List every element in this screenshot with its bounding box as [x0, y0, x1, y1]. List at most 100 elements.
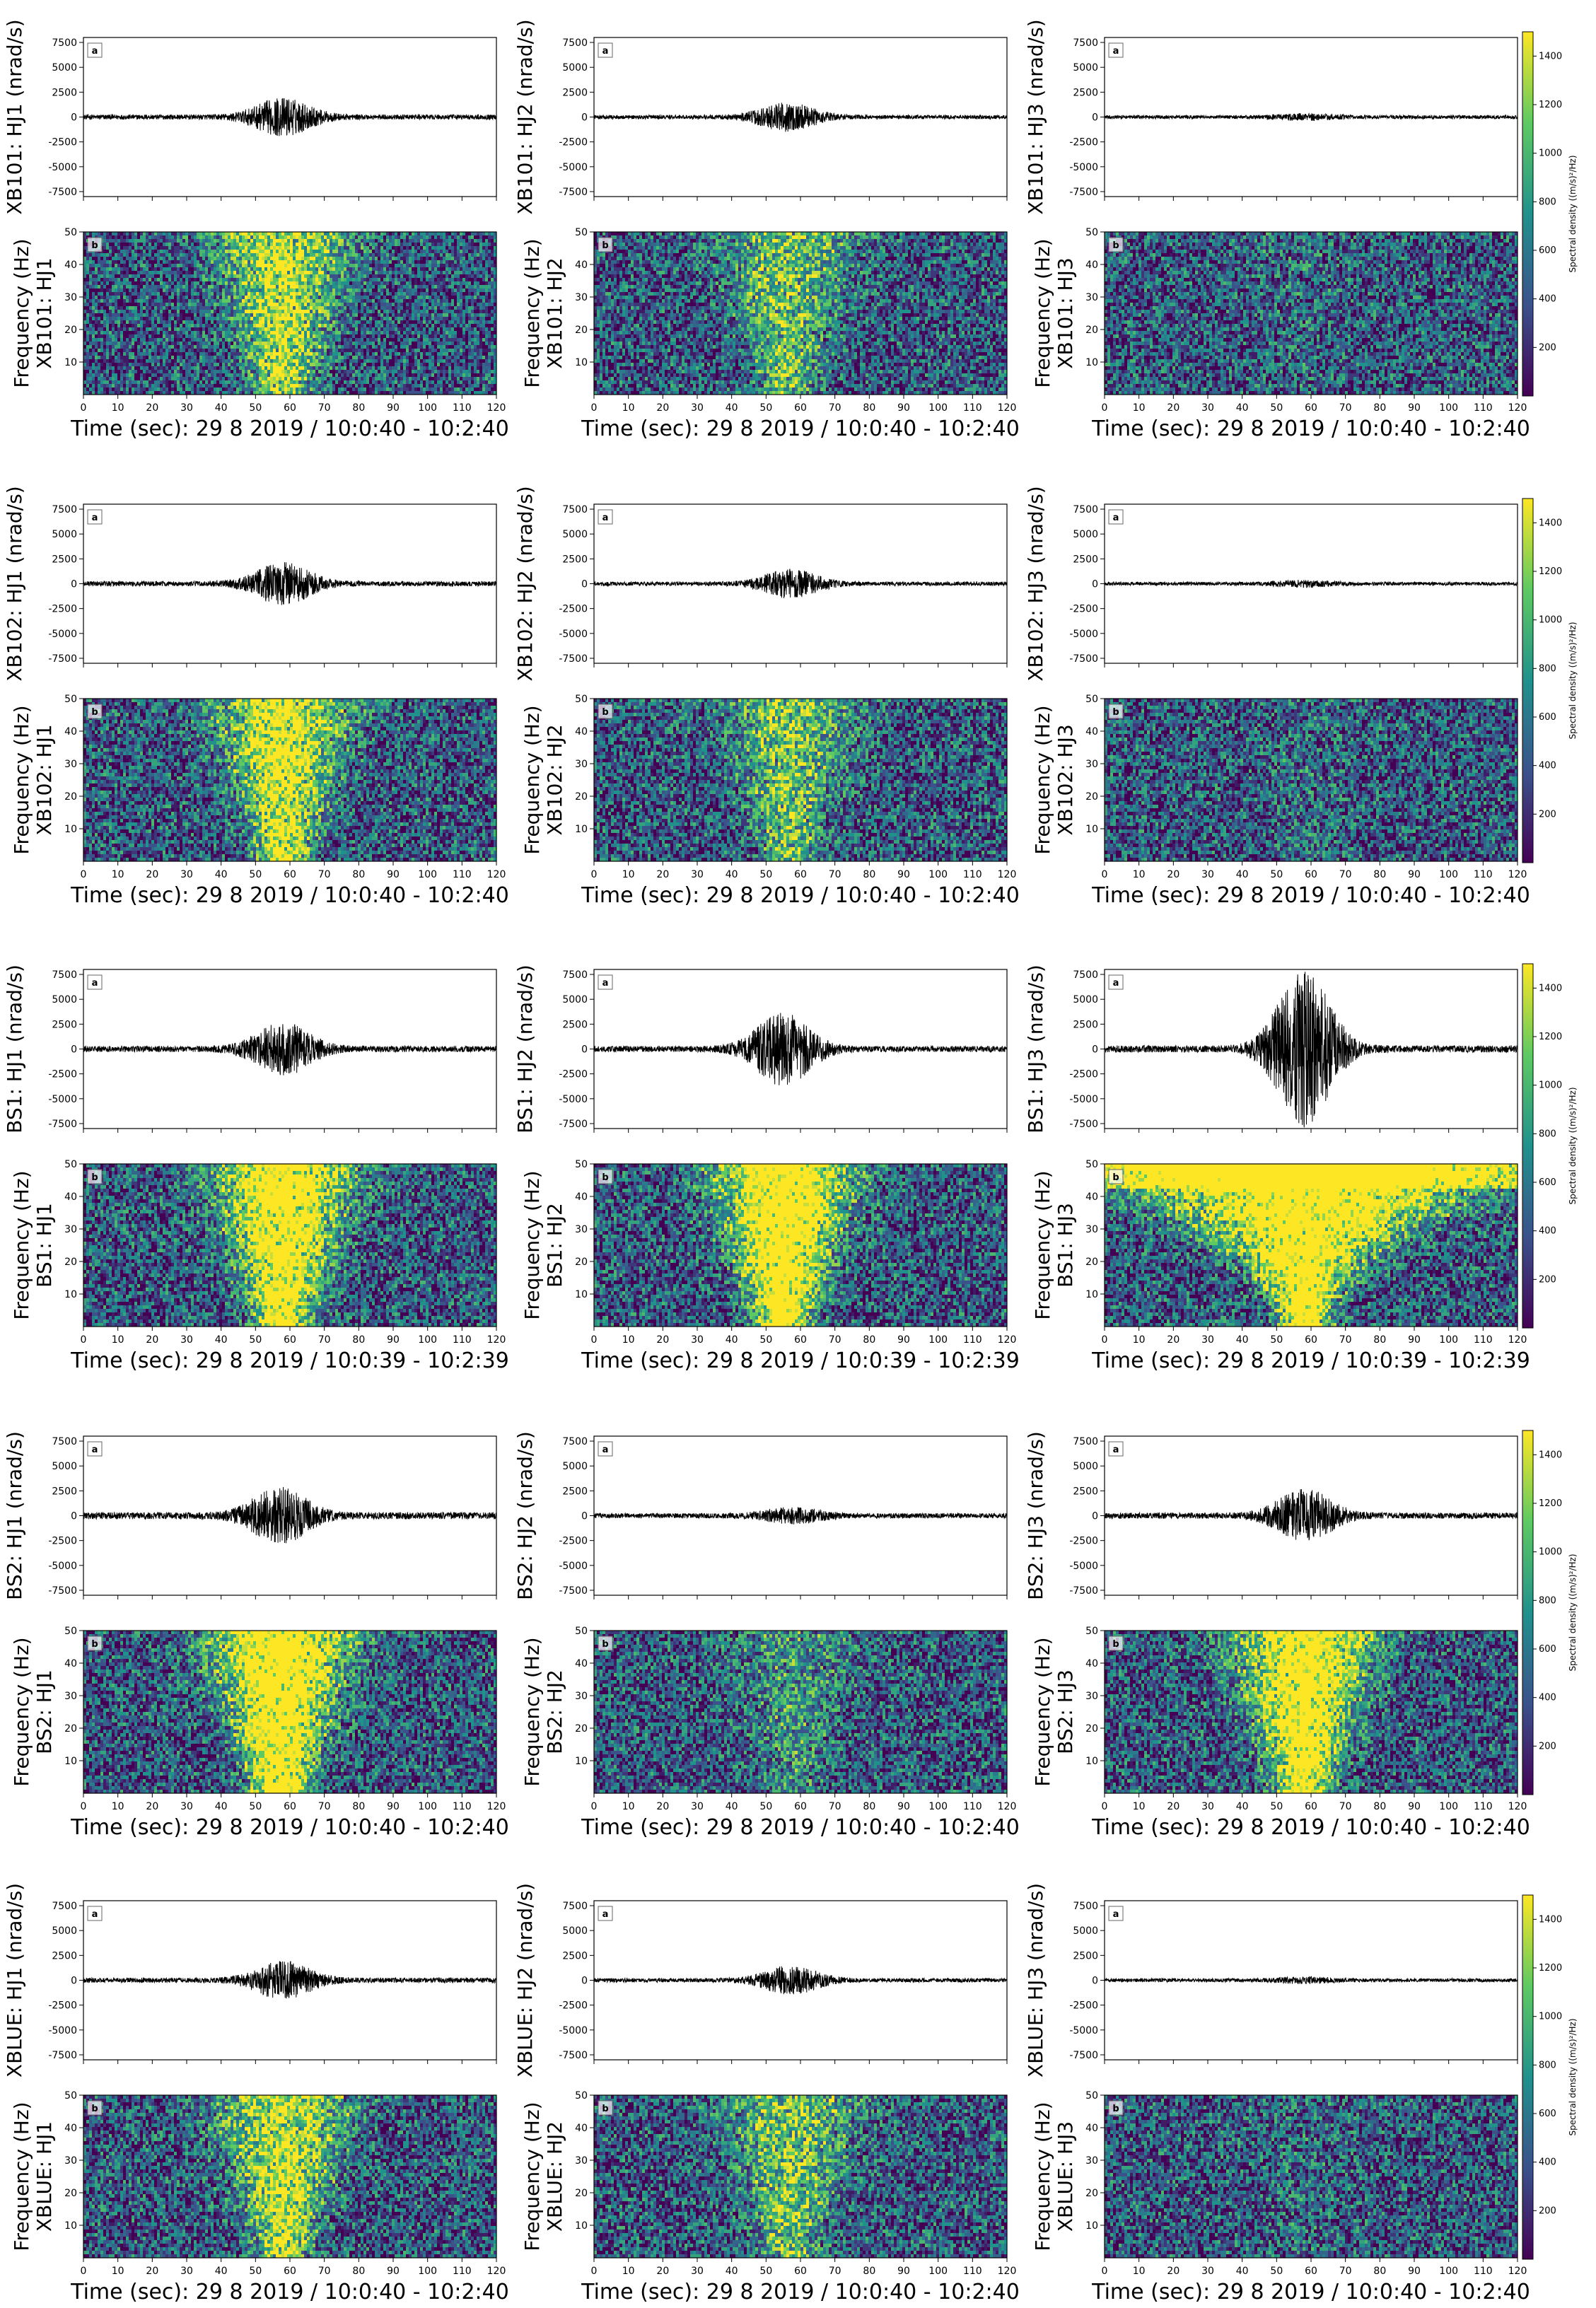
spectrogram-cell	[397, 257, 400, 260]
spectrogram-cell	[488, 235, 494, 239]
spectrogram-cell	[279, 250, 281, 253]
spectrogram-cell	[264, 260, 267, 264]
spectrogram-cell	[392, 250, 395, 253]
spectrogram-cell	[349, 235, 352, 239]
spectrogram-cell	[281, 250, 284, 253]
spectrogram-cell	[165, 250, 168, 253]
spectrogram-cell	[163, 235, 165, 239]
spectrogram-cell	[346, 250, 349, 253]
spectrogram-cell	[392, 239, 395, 243]
spectrogram-cell	[228, 285, 231, 288]
spectrogram-cell	[448, 274, 451, 278]
spectrogram-cell	[109, 267, 112, 271]
spectrogram-cell	[279, 243, 281, 246]
spectrogram-cell	[83, 267, 86, 271]
spectrogram-cell	[205, 243, 208, 246]
spectrogram-cell	[247, 260, 250, 264]
spectrogram-cell	[100, 232, 103, 235]
spectrogram-cell	[199, 250, 205, 253]
spectrogram-cell	[171, 243, 174, 246]
spectrogram-cell	[361, 246, 363, 250]
spectrogram-cell	[236, 239, 239, 243]
spectrogram-cell	[491, 264, 494, 267]
spectrogram-cell	[341, 271, 344, 274]
spectrogram-cell	[202, 257, 205, 260]
spectrogram-cell	[216, 271, 219, 274]
spectrogram-cell	[448, 285, 454, 288]
spectrogram-cell	[106, 232, 109, 235]
spectrogram-cell	[443, 232, 445, 235]
spectrogram-cell	[109, 264, 112, 267]
spectrogram-cell	[383, 267, 386, 271]
spectrogram-cell	[109, 271, 112, 274]
spectrogram-cell	[417, 278, 420, 281]
spectrogram-cell	[389, 239, 392, 243]
spectrogram-cell	[157, 285, 160, 288]
spectrogram-cell	[92, 271, 95, 274]
spectrogram-cell	[117, 271, 120, 274]
spectrogram-cell	[219, 235, 222, 239]
spectrogram-cell	[318, 246, 321, 250]
spectrogram-cell	[163, 257, 165, 260]
spectrogram-cell	[366, 281, 369, 285]
spectrogram-cell	[389, 257, 392, 260]
spectrogram-cell	[197, 267, 199, 271]
spectrogram-cell	[287, 274, 293, 278]
spectrogram-cell	[231, 257, 236, 260]
spectrogram-cell	[426, 235, 429, 239]
spectrogram-cell	[214, 264, 216, 267]
spectrogram-cell	[324, 285, 327, 288]
spectrogram-cell	[392, 235, 395, 239]
spectrogram-cell	[123, 264, 126, 267]
spectrogram-cell	[148, 271, 154, 274]
spectrogram-cell	[216, 253, 219, 257]
spectrogram-cell	[95, 285, 98, 288]
spectrogram-cell	[298, 274, 301, 278]
spectrogram-cell	[171, 267, 177, 271]
spectrogram-cell	[267, 274, 273, 278]
spectrogram-cell	[477, 257, 479, 260]
spectrogram-cell	[177, 232, 180, 235]
spectrogram-cell	[236, 267, 239, 271]
spectrogram-cell	[479, 253, 482, 257]
spectrogram-cell	[171, 278, 174, 281]
spectrogram-cell	[185, 253, 188, 257]
spectrogram-cell	[171, 285, 174, 288]
spectrogram-cell	[148, 278, 151, 281]
spectrogram-cell	[245, 253, 247, 257]
spectrogram-cell	[454, 267, 457, 271]
spectrogram-cell	[335, 267, 338, 271]
spectrogram-cell	[284, 257, 287, 260]
spectrogram-cell	[197, 257, 202, 260]
spectrogram-cell	[222, 285, 225, 288]
spectrogram-cell	[137, 235, 140, 239]
waveform-ytick-label: 5000	[52, 62, 77, 74]
spectrogram-cell	[301, 274, 304, 278]
spectrogram-cell	[191, 281, 194, 285]
spectrogram-cell	[296, 281, 298, 285]
spectrogram-cell	[375, 257, 378, 260]
spectrogram-cell	[182, 264, 185, 267]
spectrogram-cell	[214, 235, 216, 239]
spectrogram-cell	[414, 257, 417, 260]
spectrogram-cell	[477, 285, 479, 288]
spectrogram-cell	[321, 239, 324, 243]
spectrogram-cell	[205, 239, 208, 243]
spectrogram-cell	[440, 243, 443, 246]
spectrogram-cell	[120, 288, 123, 292]
spectrogram-cell	[143, 285, 146, 288]
spectrogram-cell	[352, 250, 355, 253]
spectrogram-cell	[369, 281, 372, 285]
spectrogram-cell	[315, 274, 318, 278]
spectrogram-cell	[361, 264, 363, 267]
spectrogram-cell	[259, 257, 262, 260]
spectrogram-cell	[363, 246, 366, 250]
spectrogram-cell	[154, 243, 157, 246]
spectrogram-cell	[199, 274, 202, 278]
spectrogram-cell	[420, 232, 426, 235]
spectrogram-cell	[358, 267, 361, 271]
spectrogram-cell	[315, 285, 318, 288]
spectrogram-cell	[120, 257, 123, 260]
spectrogram-cell	[488, 243, 491, 246]
spectrogram-cell	[182, 278, 185, 281]
